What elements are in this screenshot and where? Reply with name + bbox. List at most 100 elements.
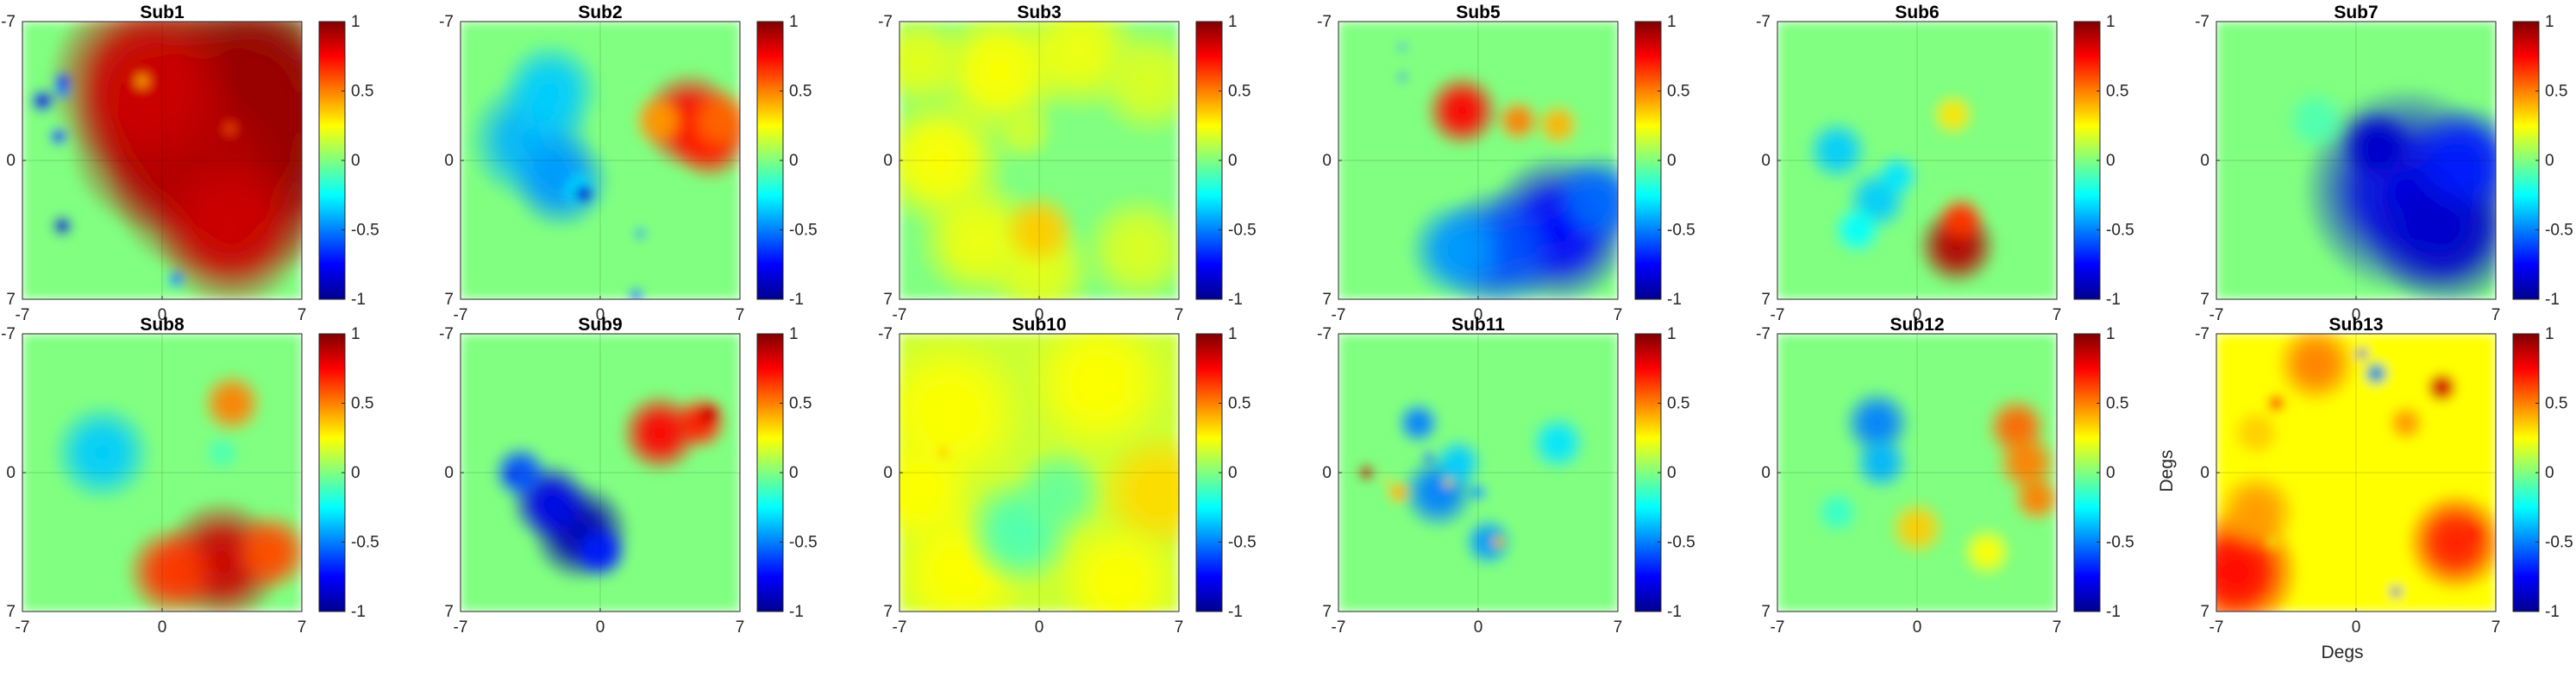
panel-title: Sub5 (1456, 3, 1501, 22)
colorbar-tick-label: 0 (789, 152, 799, 170)
y-tick-label: -7 (1, 13, 16, 31)
heatmap-region (2011, 473, 2057, 524)
heatmap-region (631, 91, 689, 150)
y-tick-label: -7 (1756, 325, 1771, 343)
colorbar-tick-label: 0.5 (2545, 395, 2567, 413)
heatmap-region (1011, 444, 1107, 541)
heatmap-region (571, 523, 630, 581)
x-tick-label: 0 (2352, 306, 2361, 324)
heatmap-region (695, 398, 724, 428)
colorbar-tick-label: -1 (1667, 291, 1682, 309)
y-tick-label: 0 (883, 152, 893, 170)
panel-title: Sub9 (578, 315, 622, 335)
x-tick-label: -7 (2209, 306, 2224, 324)
y-tick-label: -7 (2195, 13, 2209, 31)
heatmap-region (504, 470, 517, 484)
heatmap-region (51, 401, 154, 505)
y-tick-label: 7 (1322, 603, 1332, 621)
colorbar-tick-label: 0 (2106, 152, 2115, 170)
heatmap-region (124, 524, 221, 612)
y-tick-label: 0 (1761, 152, 1771, 170)
x-tick-label: -7 (893, 306, 907, 324)
heatmap-region (633, 227, 647, 241)
x-tick-label: -7 (1332, 306, 1346, 324)
heatmap-region (1489, 534, 1507, 550)
colorbar-tick-label: -1 (2106, 291, 2121, 309)
colorbar-tick-label: 0.5 (351, 83, 373, 101)
x-tick-label: 0 (1035, 306, 1044, 324)
x-tick-label: -7 (454, 306, 468, 324)
colorbar-tick-label: 0.5 (2106, 83, 2128, 101)
heatmap-region (51, 214, 74, 237)
colorbar (1195, 333, 1223, 612)
heatmap-region (1462, 516, 1514, 568)
x-tick-label: 7 (1614, 618, 1623, 637)
heatmap-region (222, 120, 238, 137)
y-tick-label: 7 (444, 603, 454, 621)
x-tick-label: -7 (16, 306, 30, 324)
heatmap-region (1432, 436, 1484, 489)
x-tick-label: -7 (454, 618, 468, 637)
heatmap-region (991, 98, 1056, 163)
x-tick-label: 7 (1614, 306, 1623, 324)
panel-title: Sub6 (1895, 3, 1939, 22)
heatmap-region (1831, 204, 1883, 256)
colorbar (318, 333, 346, 612)
heatmap-region (1852, 434, 1910, 492)
heatmap-region (1357, 462, 1376, 483)
x-tick-label: -7 (1332, 618, 1346, 637)
colorbar-tick-label: -0.5 (1667, 222, 1695, 240)
colorbar-tick-label: 1 (1228, 325, 1238, 343)
x-tick-label: 0 (2352, 618, 2361, 637)
colorbar-tick-label: 0 (1228, 464, 1238, 482)
y-tick-label: -7 (1756, 13, 1771, 31)
heatmap-region (1081, 191, 1179, 299)
heatmap-region (2408, 103, 2496, 218)
colorbar-tick-label: 0 (789, 464, 799, 482)
colorbar-tick-label: -1 (1667, 603, 1682, 621)
heatmap-region (1535, 102, 1581, 147)
colorbar-tick-label: -1 (351, 603, 366, 621)
colorbar-tick-label: 1 (789, 325, 799, 343)
colorbar-tick-label: -0.5 (2106, 534, 2134, 552)
colorbar-tick-label: -1 (789, 603, 804, 621)
heatmap-region (685, 85, 740, 156)
heatmap-region (1550, 152, 1618, 248)
x-tick-label: 0 (158, 306, 167, 324)
x-tick-label: 0 (1474, 618, 1483, 637)
colorbar-tick-label: 1 (2106, 13, 2115, 31)
heatmap-region (1961, 526, 2013, 578)
colorbar (1634, 333, 1662, 612)
y-tick-label: 7 (1322, 291, 1332, 309)
colorbar-tick-label: 1 (2106, 325, 2115, 343)
heatmap-region (1091, 23, 1179, 139)
heatmap-region (1025, 334, 1173, 457)
colorbar-tick-label: -1 (2106, 603, 2121, 621)
heatmap-region (1874, 154, 1920, 199)
y-tick-label: -7 (439, 13, 454, 31)
colorbar-tick-label: 0.5 (1228, 395, 1250, 413)
colorbar-tick-label: -0.5 (351, 222, 379, 240)
heatmap-region (2230, 407, 2282, 459)
x-tick-label: 7 (1175, 306, 1184, 324)
colorbar-tick-label: 0 (2106, 464, 2115, 482)
colorbar-tick-label: -0.5 (1667, 534, 1695, 552)
x-tick-label: -7 (1771, 618, 1785, 637)
y-tick-label: -7 (2195, 325, 2209, 343)
colorbar-tick-label: -0.5 (1228, 534, 1257, 552)
y-tick-label: 7 (1761, 291, 1771, 309)
panel-title: Sub2 (578, 3, 622, 22)
y-tick-label: 7 (6, 291, 16, 309)
heatmap-region (166, 269, 186, 290)
colorbar-tick-label: -1 (2545, 291, 2560, 309)
heatmap-region (2303, 499, 2368, 565)
y-tick-label: 0 (444, 152, 454, 170)
heatmap-region (152, 149, 302, 299)
colorbar-tick-label: 0.5 (351, 395, 373, 413)
